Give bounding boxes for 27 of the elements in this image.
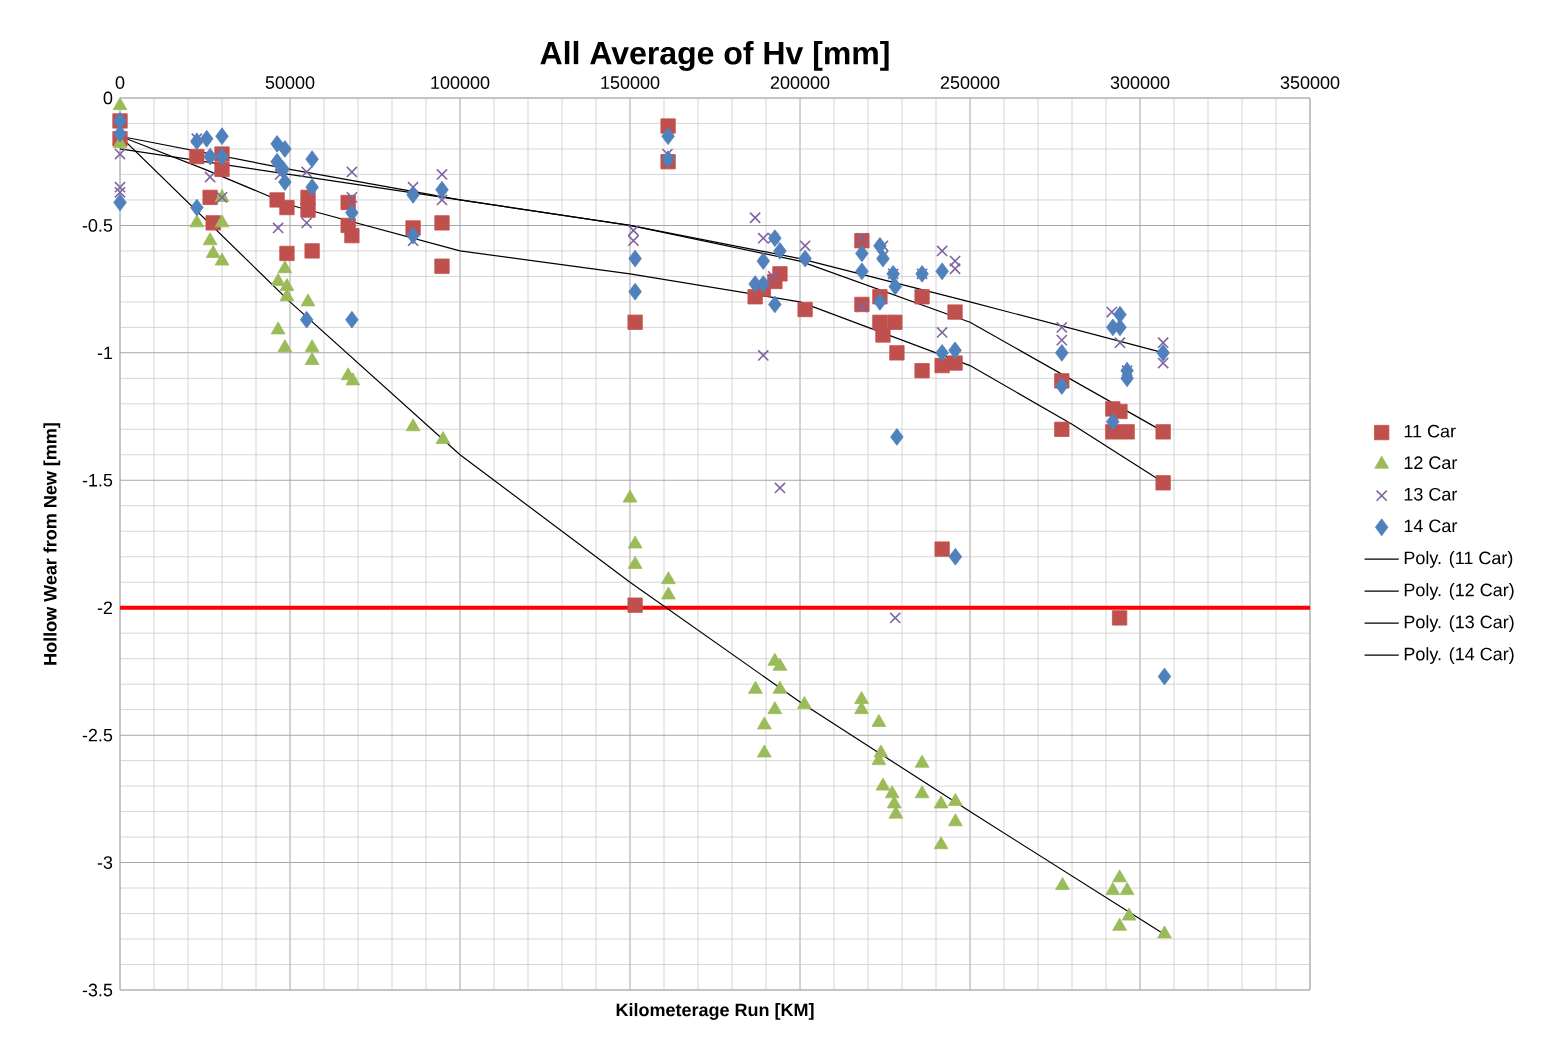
y-tick-label: -0.5: [82, 219, 113, 232]
x-tick-label: 100000: [431, 76, 490, 89]
y-tick-label: -3.5: [82, 983, 113, 997]
legend-label: Poly. (11 Car): [1404, 551, 1513, 568]
legend-label: 13 Car: [1404, 487, 1458, 501]
x-tick-label: 150000: [601, 76, 660, 89]
y-tick-label: 0: [103, 91, 113, 105]
legend-label: Poly. (13 Car): [1404, 615, 1514, 632]
y-tick-label: -1.5: [82, 473, 113, 487]
legend-label: 14 Car: [1404, 519, 1458, 533]
y-tick-label: -2.5: [82, 728, 113, 742]
y-tick-label: -2: [97, 601, 113, 614]
x-tick-label: 0: [115, 76, 125, 89]
y-tick-label: -3: [97, 856, 113, 869]
legend-label: 11 Car: [1404, 424, 1456, 438]
x-tick-label: 50000: [265, 76, 315, 89]
chart-title: All Average of Hv [mm]: [540, 40, 889, 71]
y-tick-label: -1: [97, 346, 113, 360]
legend-label: Poly. (12 Car): [1404, 583, 1514, 600]
x-tick-label: 300000: [1110, 76, 1170, 89]
legend-label: Poly. (14 Car): [1404, 647, 1514, 664]
legend-label: 12 Car: [1404, 456, 1458, 470]
x-tick-label: 200000: [770, 76, 830, 89]
y-axis-title: Hollow Wear from New [mm]: [43, 423, 61, 665]
x-tick-label: 350000: [1280, 76, 1340, 89]
x-tick-label: 250000: [940, 76, 1000, 89]
x-axis-title: Kilometerage Run [KM]: [616, 1003, 814, 1020]
